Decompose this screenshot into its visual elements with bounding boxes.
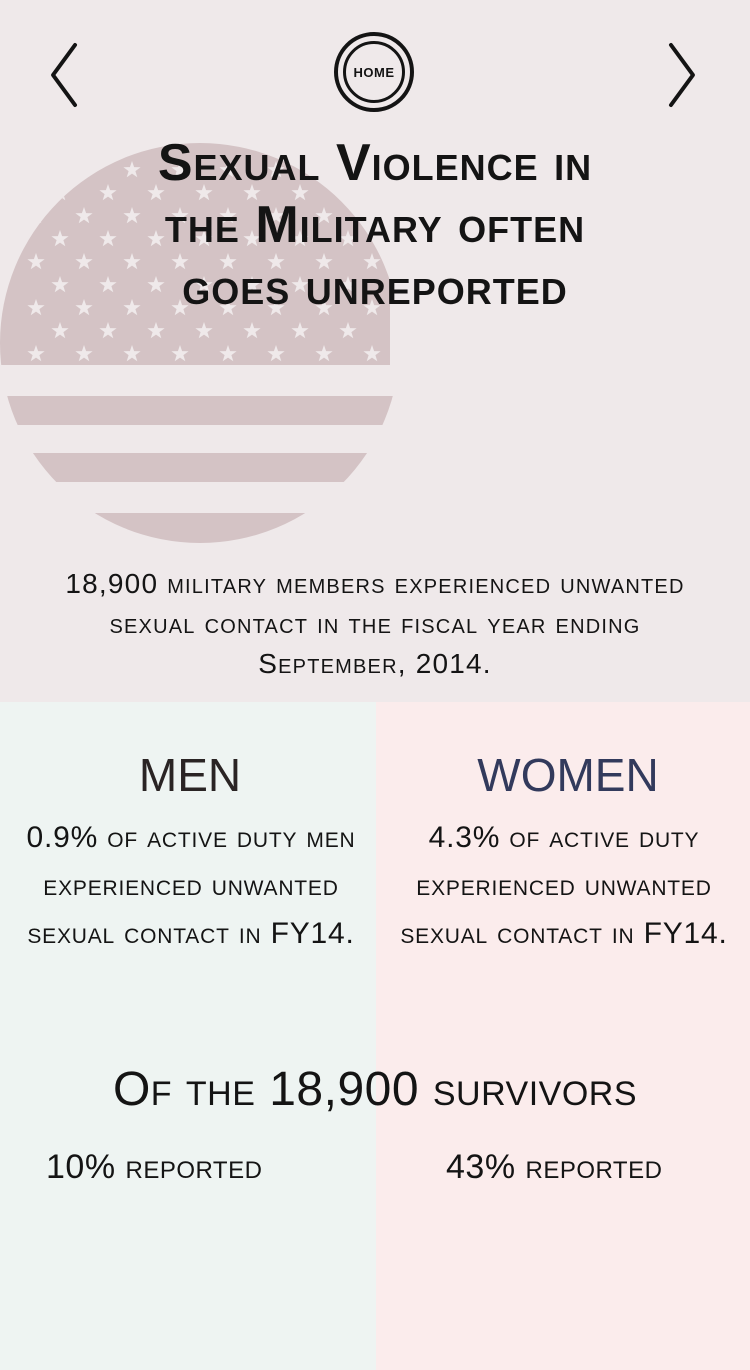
title-line-1: Sexual Violence in [157,134,593,192]
chevron-left-icon[interactable] [46,40,82,110]
american-flag-circle-icon [0,143,400,543]
women-stat-line-3: sexual contact in FY14. [400,917,728,950]
women-stat-line-2: experienced unwanted [416,869,712,902]
women-column [376,702,750,1370]
intro-line-1: 18,900 military members experienced unwa… [65,568,685,599]
men-stat-line-1: 0.9% of active duty men [26,821,356,854]
women-reported: 43% reported [446,1148,663,1186]
title-line-2: the Military often [164,196,586,254]
men-stat-line-2: experienced unwanted [43,869,339,902]
chevron-right-icon[interactable] [664,40,700,110]
intro-line-3: September, 2014. [258,648,492,679]
intro-text: 18,900 military members experienced unwa… [25,564,725,684]
home-button[interactable]: HOME [334,32,414,112]
men-stat: 0.9% of active duty men experienced unwa… [14,814,368,958]
women-stat: 4.3% of active duty experienced unwanted… [394,814,734,958]
men-column [0,702,376,1370]
men-reported: 10% reported [46,1148,263,1186]
page-title: Sexual Violence in the Military often go… [60,132,690,318]
survivors-heading: Of the 18,900 survivors [112,1063,638,1116]
title-line-3: goes unreported [182,258,568,316]
intro-line-2: sexual contact in the fiscal year ending [109,608,641,639]
header-section: HOME Sexual Violence in the Military oft… [0,32,725,684]
women-stat-line-1: 4.3% of active duty [428,821,700,854]
men-stat-line-3: sexual contact in FY14. [27,917,355,950]
women-heading: WOMEN [477,749,659,801]
home-label: HOME [343,41,405,103]
men-heading: MEN [138,749,242,801]
